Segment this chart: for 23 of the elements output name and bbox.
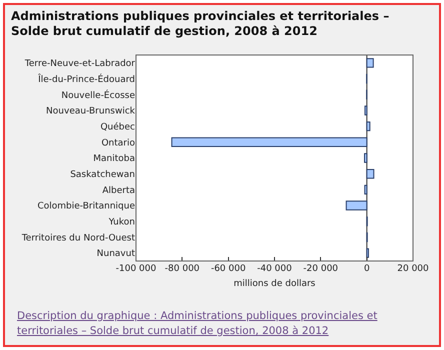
y-tick-label: Colombie-Britannique (37, 202, 136, 212)
x-tick-label: 0 (364, 264, 370, 274)
y-tick-label: Nouveau-Brunswick (46, 106, 136, 117)
x-tick-label: -80 000 (164, 264, 200, 274)
y-tick-label: Saskatchewan (70, 170, 135, 180)
y-tick-label: Nunavut (96, 249, 136, 260)
y-tick-label: Ontario (101, 138, 136, 148)
chart-title: Administrations publiques provinciales et territoriales – Solde brut cumulatif de gestion, 2008 à 2012 (11, 9, 390, 39)
text: Description du graphique : Administrations publiques provinciales et territoriales – Solde brut cumulatif de gestion, 2008 à 2012 (17, 309, 378, 339)
x-axis-title: millions de dollars (234, 278, 316, 289)
y-tick-label: Alberta (102, 186, 135, 196)
y-tick-label: Yukon (108, 218, 135, 228)
y-tick-label: Terre-Neuve-et-Labrador (24, 59, 136, 70)
x-tick-label: -100 000 (116, 264, 157, 274)
y-tick-label: Québec (100, 121, 136, 132)
y-tick-label: Territoires du Nord-Ouest (20, 233, 136, 244)
y-tick-label: Manitoba (93, 154, 135, 164)
x-tick-label: -60 000 (210, 264, 246, 274)
y-tick-label: Nouvelle-Écosse (61, 88, 136, 101)
y-tick-label: Île-du-Prince-Édouard (37, 72, 135, 85)
x-tick-label: 20 000 (397, 264, 430, 274)
x-tick-label: -40 000 (257, 264, 292, 274)
x-tick-label: -20 000 (303, 264, 338, 274)
